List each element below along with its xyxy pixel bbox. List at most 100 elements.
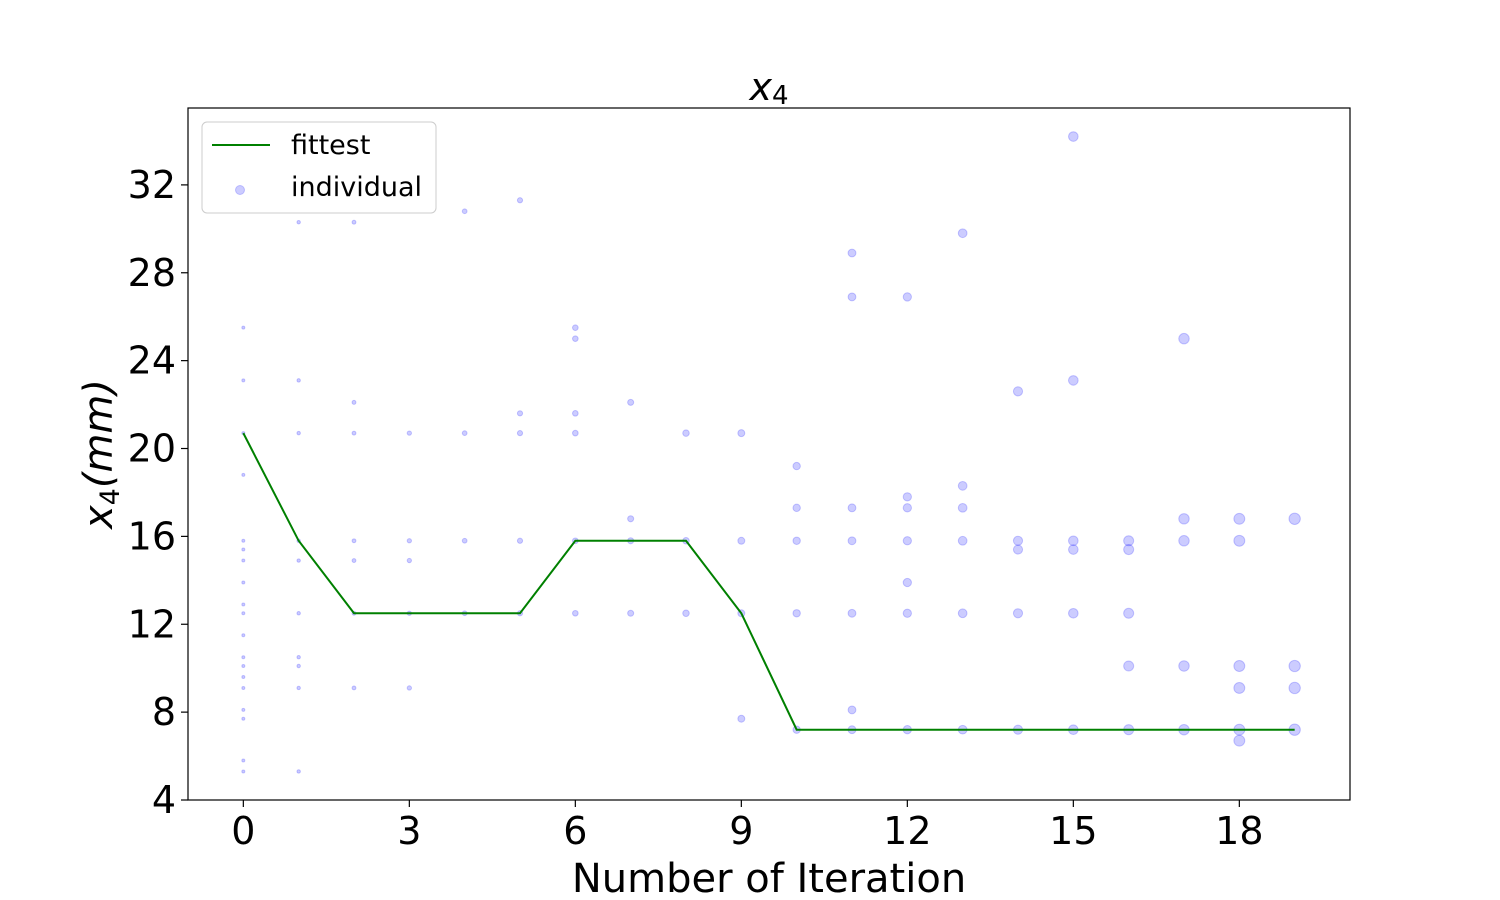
- individual-point: [1233, 734, 1246, 747]
- plot-area: [187, 107, 1351, 801]
- chart-title: x4: [748, 65, 788, 111]
- y-axis-title-sub: 4: [95, 488, 126, 505]
- individual-point: [902, 292, 912, 302]
- individual-point: [572, 429, 579, 437]
- individual-point: [737, 536, 746, 545]
- individual-point: [737, 714, 746, 723]
- individual-point: [1178, 660, 1190, 672]
- individual-point: [1178, 513, 1190, 525]
- individual-point: [461, 208, 468, 215]
- individual-point: [241, 611, 246, 616]
- x-ticks: 0 3 6 9 12 15 18: [231, 800, 1264, 853]
- individual-point: [1178, 535, 1190, 547]
- individual-point: [682, 429, 690, 437]
- individual-point: [1068, 375, 1079, 386]
- individual-point: [1123, 544, 1135, 556]
- individual-point: [351, 538, 357, 544]
- individual-point: [847, 292, 857, 302]
- individual-point: [1012, 535, 1024, 546]
- individual-point: [1068, 131, 1079, 142]
- individual-point: [1012, 386, 1024, 397]
- individual-point: [902, 503, 912, 513]
- individual-point: [847, 503, 857, 513]
- individual-point: [406, 430, 412, 436]
- y-axis-title-base: x: [76, 505, 122, 531]
- individual-point: [957, 535, 968, 546]
- individual-point: [627, 609, 635, 617]
- individual-point: [847, 536, 857, 546]
- individual-point: [1288, 681, 1301, 695]
- individual-point: [516, 430, 524, 437]
- individual-point: [627, 515, 635, 523]
- individual-point: [1233, 660, 1246, 672]
- individual-point: [241, 769, 246, 774]
- individual-point: [1288, 659, 1301, 673]
- individual-point: [241, 707, 246, 712]
- individual-point: [241, 758, 246, 763]
- individual-point: [461, 537, 468, 544]
- individual-point: [296, 378, 301, 383]
- individual-point: [902, 536, 912, 546]
- y-tick-label: 4: [152, 778, 176, 822]
- individual-point: [296, 685, 301, 691]
- x-tick-label: 3: [397, 809, 421, 853]
- individual-point: [1178, 332, 1190, 345]
- individual-point: [241, 472, 246, 477]
- legend-fittest-label: fittest: [291, 130, 370, 161]
- individual-point: [902, 577, 912, 588]
- individual-point: [241, 602, 246, 607]
- individual-point: [406, 538, 412, 544]
- individual-point: [296, 769, 301, 774]
- legend: fittest individual: [201, 121, 437, 214]
- individual-point: [792, 609, 801, 618]
- individual-point: [241, 580, 246, 585]
- x-axis-title: Number of Iteration: [572, 856, 966, 900]
- individual-point: [516, 197, 524, 204]
- y-tick-label: 20: [128, 427, 176, 471]
- individual-point: [461, 430, 468, 437]
- y-tick-label: 12: [128, 602, 176, 646]
- individual-point: [296, 558, 301, 563]
- individual-point: [1233, 512, 1246, 525]
- y-axis-title-rest: (mm): [76, 379, 122, 488]
- individual-point: [572, 410, 579, 417]
- individual-point: [572, 609, 579, 617]
- individual-point: [1123, 535, 1135, 547]
- individual-point: [792, 503, 801, 513]
- individual-point: [351, 558, 357, 563]
- individual-point: [957, 608, 968, 619]
- individual-point: [572, 324, 579, 332]
- individual-point: [241, 655, 246, 660]
- individual-point: [1012, 544, 1024, 555]
- individual-point: [241, 716, 246, 721]
- individual-point: [296, 430, 301, 436]
- individual-point: [1123, 660, 1135, 672]
- individual-point: [406, 557, 412, 564]
- fittest-line: [242, 432, 1295, 731]
- individual-point: [902, 492, 912, 502]
- individual-point: [1233, 682, 1246, 694]
- individual-point: [516, 537, 524, 544]
- x-tick-label: 12: [883, 809, 931, 853]
- x-tick-label: 15: [1049, 809, 1097, 853]
- individual-point: [957, 480, 968, 491]
- individual-point: [1233, 534, 1246, 547]
- individual-point: [241, 633, 246, 638]
- individual-point: [682, 609, 690, 618]
- individual-point: [1068, 544, 1079, 555]
- individual-point: [1123, 607, 1135, 619]
- individual-point: [241, 325, 246, 330]
- y-tick-label: 32: [128, 163, 176, 207]
- individual-point: [737, 429, 746, 438]
- individual-point: [572, 335, 579, 342]
- individual-point: [957, 502, 968, 513]
- individual-point: [241, 663, 246, 668]
- individual-point: [516, 410, 524, 417]
- individual-point: [351, 219, 357, 225]
- chart-title-base: x: [748, 65, 772, 109]
- individual-point: [296, 220, 301, 225]
- x-tick-label: 6: [563, 809, 587, 853]
- individual-point: [792, 536, 801, 545]
- individual-point: [847, 705, 857, 715]
